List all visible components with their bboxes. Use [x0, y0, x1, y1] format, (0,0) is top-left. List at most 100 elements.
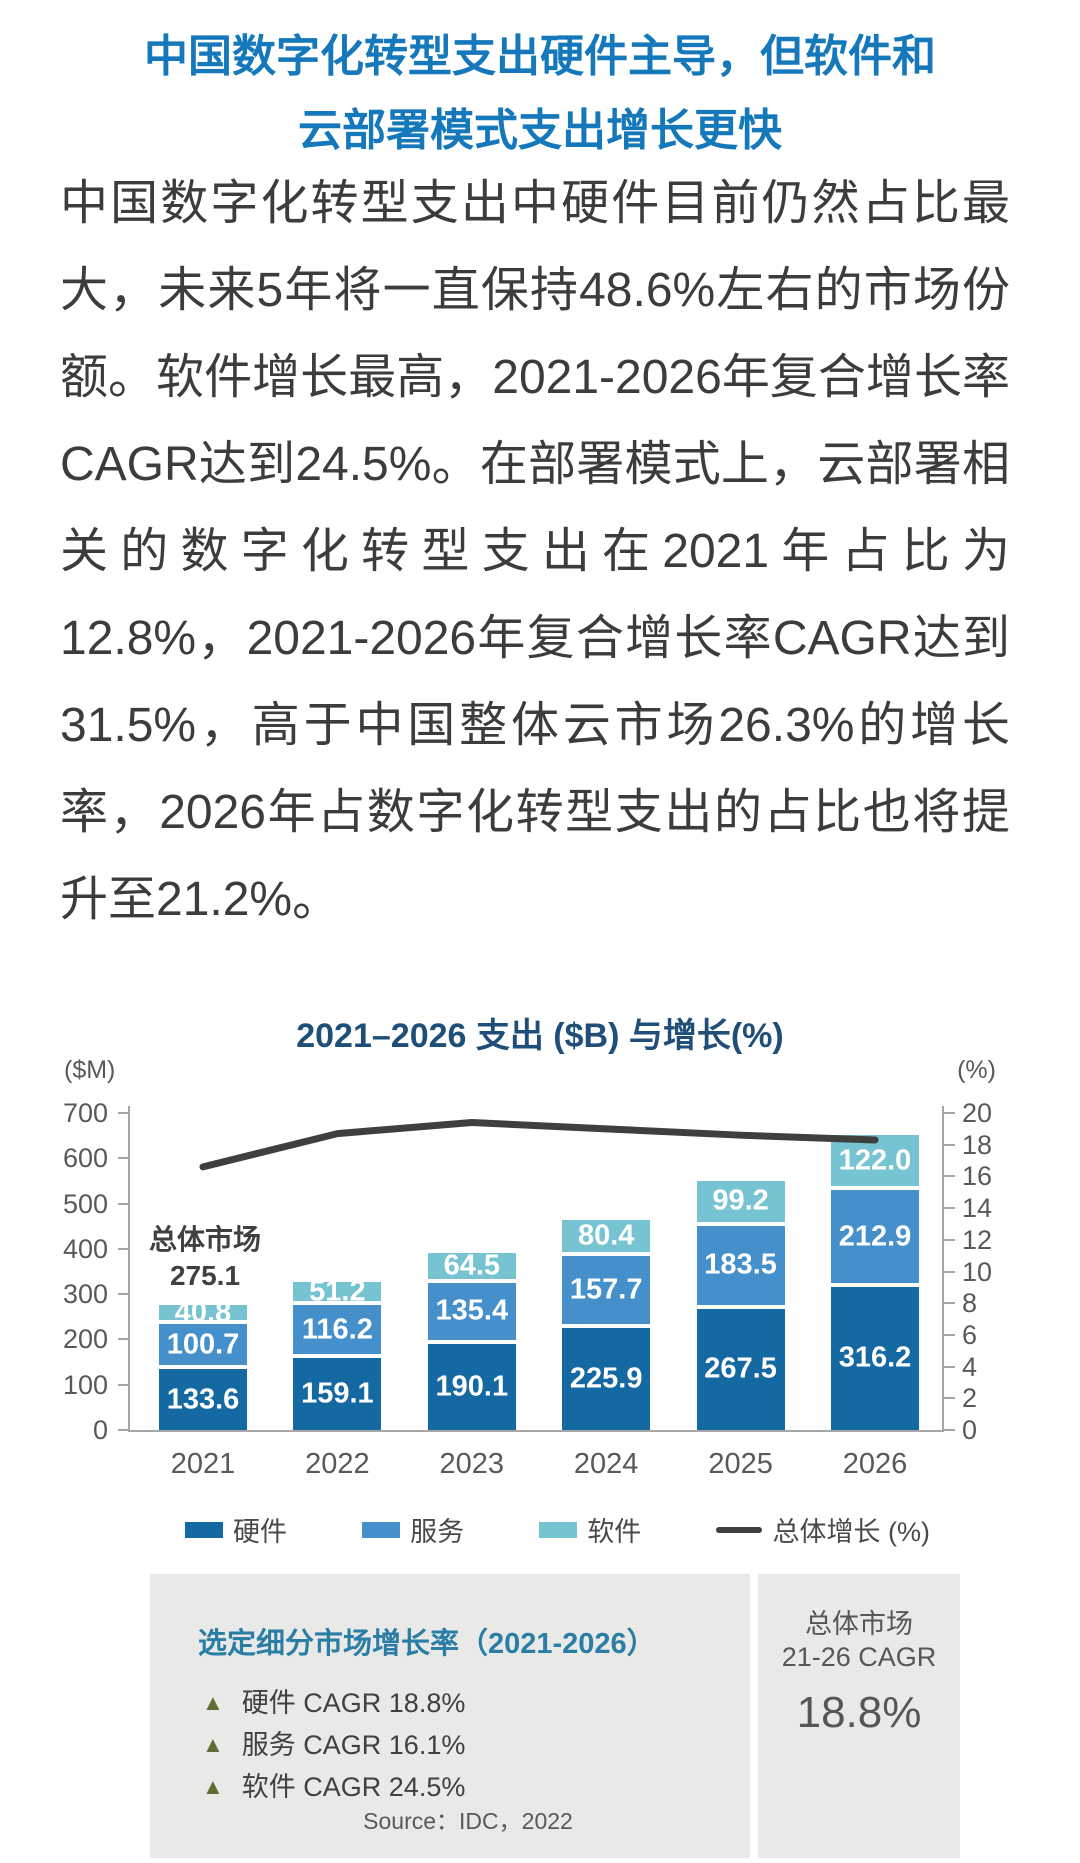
bar-segment-服务: 116.2 — [293, 1305, 382, 1358]
bar-value-label: 100.7 — [166, 1328, 240, 1361]
annotation-value: 275.1 — [169, 1260, 241, 1291]
right-axis-tick — [944, 1365, 955, 1368]
page-title: 中国数字化转型支出硬件主导，但软件和 云部署模式支出增长更快 — [0, 20, 1080, 168]
bar-value-label: 135.4 — [435, 1294, 509, 1327]
left-axis-tick — [118, 1383, 129, 1386]
bar-value-label: 99.2 — [712, 1184, 769, 1217]
cagr-list-item: ▲ 硬件 CAGR 18.8% — [202, 1682, 465, 1724]
cagr-list-item: ▲ 服务 CAGR 16.1% — [202, 1724, 465, 1766]
bar-value-label: 267.5 — [704, 1352, 777, 1385]
bar-value-label: 80.4 — [577, 1219, 635, 1252]
bar-segment-硬件: 133.6 — [159, 1369, 247, 1430]
left-axis-unit: ($M) — [64, 1056, 116, 1084]
x-axis-line — [128, 1430, 944, 1432]
legend-color-swatch — [185, 1521, 223, 1538]
left-axis-tick-label: 300 — [62, 1279, 108, 1310]
right-axis-tick-label: 8 — [962, 1288, 978, 1319]
bar-segment-软件: 64.5 — [427, 1249, 516, 1283]
summary-panel: 选定细分市场增长率（2021-2026） ▲ 硬件 CAGR 18.8% ▲ 服务 C… — [150, 1574, 960, 1858]
legend-label: 软件 — [587, 1517, 642, 1547]
triangle-marker-icon: ▲ — [202, 1732, 224, 1757]
annotation-label: 总体市场 — [148, 1224, 261, 1255]
right-axis-tick — [944, 1112, 955, 1114]
right-axis-tick — [944, 1429, 955, 1431]
right-axis-tick-label: 6 — [962, 1319, 978, 1350]
bar-segment-服务: 212.9 — [831, 1190, 919, 1287]
cagr-item-label: 硬件 CAGR 18.8% — [241, 1688, 466, 1718]
body-paragraph: 中国数字化转型支出中硬件目前仍然占比最大，未来5年将一直保持48.6%左右的市场… — [60, 177, 1010, 926]
x-axis-label: 2026 — [842, 1448, 908, 1480]
bar-segment-软件: 80.4 — [562, 1219, 651, 1257]
triangle-marker-icon: ▲ — [202, 1690, 224, 1715]
bar-value-label: 116.2 — [301, 1313, 373, 1346]
bar-value-label: 183.5 — [704, 1248, 777, 1281]
right-axis-tick-label: 0 — [962, 1415, 978, 1445]
right-axis-tick — [944, 1397, 955, 1400]
right-axis-tick — [944, 1333, 955, 1336]
overall-growth-line — [199, 1119, 879, 1171]
overall-cagr-label: 21-26 CAGR — [781, 1642, 937, 1672]
source-note: Source：IDC，2022 — [363, 1808, 573, 1834]
right-axis-unit: (%) — [957, 1056, 996, 1084]
left-axis-tick — [118, 1429, 129, 1431]
right-axis-tick-label: 10 — [962, 1256, 993, 1287]
legend-item-服务: 服务 — [362, 1510, 464, 1549]
bar-value-label: 159.1 — [301, 1377, 374, 1410]
legend-item-总体增长 (%): 总体增长 (%) — [716, 1510, 930, 1549]
bar-value-label: 157.7 — [569, 1273, 643, 1306]
page-title-line1: 中国数字化转型支出硬件主导，但软件和 — [144, 32, 936, 81]
left-axis-tick — [118, 1247, 129, 1250]
segment-growth-panel: 选定细分市场增长率（2021-2026） ▲ 硬件 CAGR 18.8% ▲ 服务 C… — [150, 1574, 750, 1858]
chart-legend: 硬件 服务 软件 总体增长 (%) — [185, 1510, 930, 1549]
cagr-list-item: ▲ 软件 CAGR 24.5% — [202, 1766, 465, 1808]
legend-color-swatch — [539, 1521, 578, 1538]
segment-growth-list: ▲ 硬件 CAGR 18.8% ▲ 服务 CAGR 16.1% ▲ 软件 CAGR 24.… — [202, 1682, 465, 1808]
right-axis-tick — [944, 1302, 955, 1305]
left-axis-tick — [118, 1157, 129, 1160]
bar-value-label: 316.2 — [838, 1341, 912, 1374]
triangle-marker-icon: ▲ — [202, 1774, 224, 1799]
bar-value-label: 225.9 — [569, 1362, 643, 1395]
bar-segment-软件: 40.8 — [159, 1296, 247, 1328]
bar-segment-硬件: 159.1 — [293, 1357, 382, 1430]
bar-segment-服务: 183.5 — [696, 1225, 785, 1309]
right-axis-tick-label: 20 — [962, 1098, 993, 1128]
bar-value-label: 40.8 — [174, 1296, 232, 1329]
x-axis-label: 2022 — [305, 1448, 370, 1480]
x-axis-label: 2024 — [573, 1448, 639, 1480]
left-axis-tick — [118, 1293, 129, 1296]
page-title-line2: 云部署模式支出增长更快 — [298, 106, 782, 155]
bar-value-label: 212.9 — [838, 1220, 912, 1253]
bar-segment-软件: 122.0 — [831, 1135, 919, 1191]
left-axis-tick-label: 500 — [62, 1188, 108, 1219]
legend-label: 总体增长 (%) — [772, 1517, 930, 1547]
overall-cagr-value: 18.8% — [796, 1688, 922, 1737]
right-axis-tick — [944, 1143, 955, 1146]
right-axis-line — [942, 1106, 944, 1432]
overall-cagr-panel: 总体市场 21-26 CAGR 18.8% — [758, 1574, 960, 1858]
bar-segment-硬件: 267.5 — [696, 1308, 785, 1430]
left-axis-tick-label: 0 — [92, 1415, 108, 1445]
left-axis-tick — [118, 1202, 129, 1205]
left-axis-tick-label: 200 — [62, 1324, 108, 1355]
right-axis-tick-label: 4 — [962, 1351, 978, 1382]
bar-value-label: 51.2 — [309, 1275, 366, 1308]
right-axis-tick — [944, 1270, 955, 1273]
right-axis-tick — [944, 1207, 955, 1210]
left-axis-tick-label: 700 — [62, 1098, 108, 1128]
right-axis-tick-label: 2 — [962, 1383, 978, 1414]
right-axis-tick — [944, 1175, 955, 1178]
legend-item-软件: 软件 — [539, 1510, 641, 1549]
bar-value-label: 190.1 — [435, 1370, 509, 1403]
right-axis-tick-label: 16 — [962, 1161, 993, 1192]
right-axis-tick-label: 14 — [962, 1193, 993, 1224]
left-axis-tick-label: 100 — [62, 1369, 108, 1400]
bar-segment-软件: 99.2 — [696, 1180, 785, 1226]
overall-market-label: 总体市场 — [805, 1609, 913, 1639]
right-axis-tick-label: 18 — [962, 1129, 993, 1160]
bar-segment-硬件: 316.2 — [831, 1286, 919, 1430]
left-axis-tick — [118, 1112, 129, 1114]
right-axis-tick-label: 12 — [962, 1224, 993, 1255]
legend-item-硬件: 硬件 — [185, 1510, 287, 1549]
bar-segment-服务: 157.7 — [562, 1256, 651, 1328]
